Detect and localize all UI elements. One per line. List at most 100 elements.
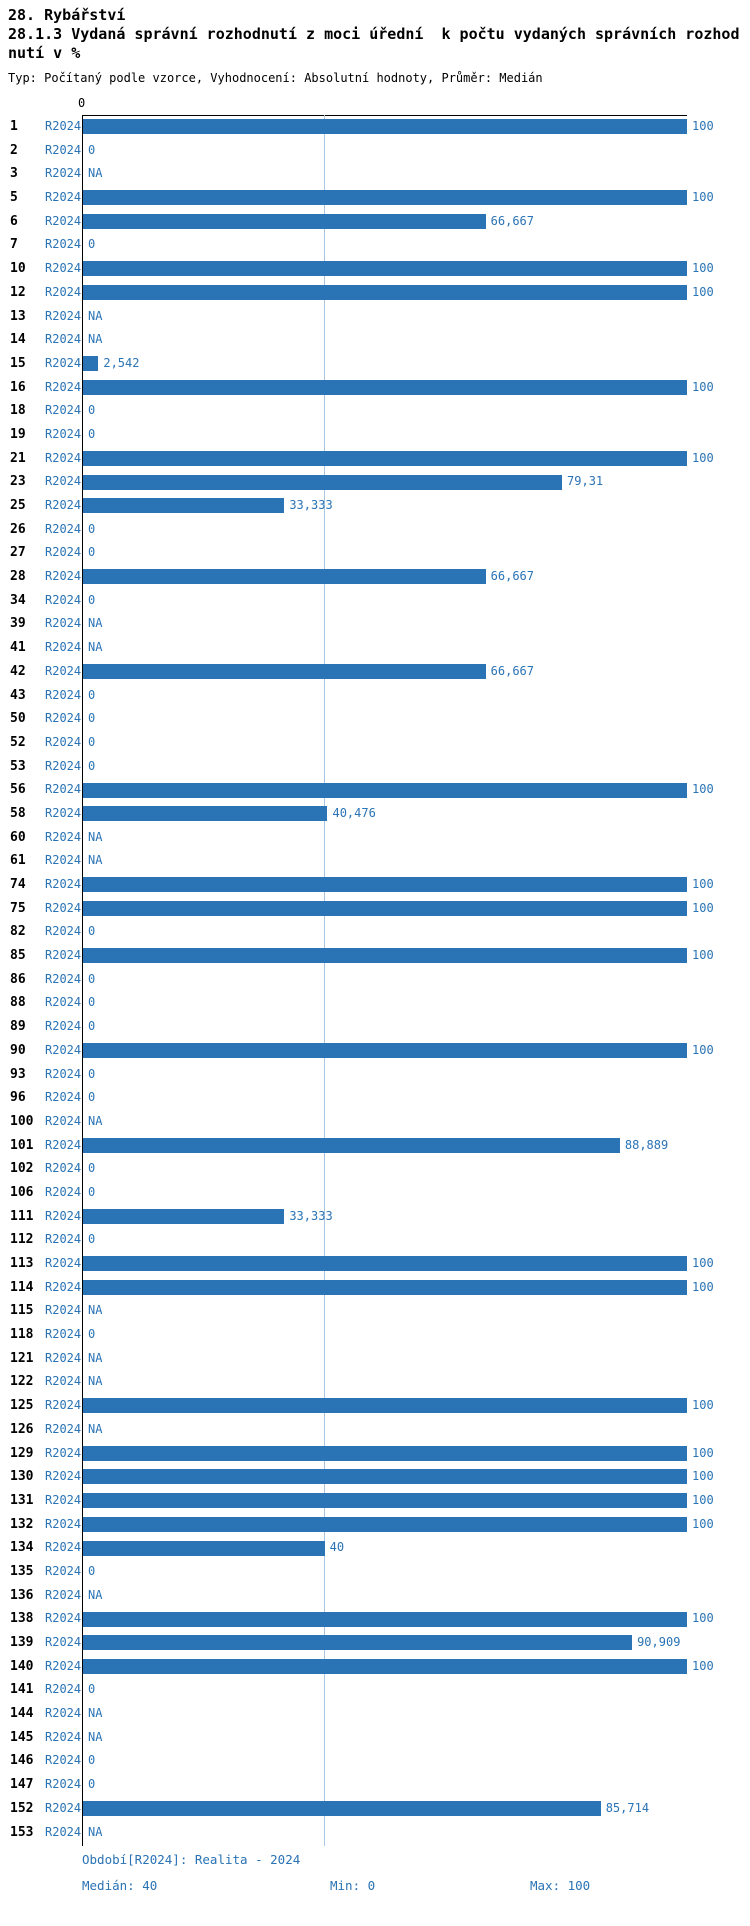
row-id: 96	[10, 1090, 26, 1106]
row-period-label: R2024	[45, 1208, 82, 1223]
row-period-label: R2024	[45, 355, 82, 370]
value-label: 100	[692, 948, 714, 963]
report-footer: Období[R2024]: Realita - 2024 Medián: 40…	[0, 1852, 750, 1912]
row-period-label: R2024	[45, 1516, 82, 1531]
axis-top-line	[82, 115, 687, 116]
row-id: 115	[10, 1303, 34, 1319]
chart-row: 138 R2024 100	[0, 1607, 750, 1631]
row-period-label: R2024	[45, 308, 82, 323]
row-period-label: R2024	[45, 1563, 82, 1578]
axis-zero-tick: 0	[78, 96, 86, 110]
row-period-label: R2024	[45, 1398, 82, 1413]
chart-row: 85 R2024 100	[0, 944, 750, 968]
row-id: 144	[10, 1706, 34, 1722]
value-bar	[83, 664, 486, 680]
row-id: 125	[10, 1398, 34, 1414]
value-label: 0	[88, 995, 96, 1010]
chart-row: 141 R2024 0	[0, 1678, 750, 1702]
chart-row: 93 R2024 0	[0, 1063, 750, 1087]
row-period-label: R2024	[45, 734, 82, 749]
chart-row: 122 R2024 NA	[0, 1370, 750, 1394]
row-id: 152	[10, 1800, 34, 1816]
value-label: 40	[329, 1540, 345, 1555]
row-id: 5	[10, 190, 18, 206]
value-label: 0	[88, 1327, 96, 1342]
row-id: 3	[10, 166, 18, 182]
chart-row: 43 R2024 0	[0, 684, 750, 708]
value-label: NA	[88, 1706, 103, 1721]
row-id: 1	[10, 119, 18, 134]
value-label: NA	[88, 1374, 103, 1389]
value-label: 100	[692, 1279, 714, 1294]
value-bar	[83, 1658, 687, 1674]
chart-row: 14 R2024 NA	[0, 328, 750, 352]
chart-row: 86 R2024 0	[0, 968, 750, 992]
report-meta: Typ: Počítaný podle vzorce, Vyhodnocení:…	[8, 71, 543, 85]
row-period-label: R2024	[45, 616, 82, 631]
row-period-label: R2024	[45, 971, 82, 986]
chart-row: 5 R2024 100	[0, 186, 750, 210]
value-bar	[83, 1256, 687, 1272]
row-id: 34	[10, 592, 26, 608]
value-label: 100	[692, 900, 714, 915]
chart-row: 19 R2024 0	[0, 423, 750, 447]
row-period-label: R2024	[45, 687, 82, 702]
value-bar	[83, 474, 563, 490]
chart-row: 88 R2024 0	[0, 991, 750, 1015]
value-label: 100	[692, 1658, 714, 1673]
row-id: 114	[10, 1279, 34, 1295]
chart-row: 144 R2024 NA	[0, 1702, 750, 1726]
value-bar	[83, 1611, 687, 1627]
row-period-label: R2024	[45, 1635, 82, 1649]
value-bar	[83, 1137, 620, 1153]
row-period-label: R2024	[45, 877, 82, 891]
value-label: 0	[88, 687, 96, 702]
row-id: 14	[10, 332, 26, 348]
chart-row: 26 R2024 0	[0, 518, 750, 542]
chart-row: 125 R2024 100	[0, 1394, 750, 1418]
chart-row: 89 R2024 0	[0, 1015, 750, 1039]
row-period-label: R2024	[45, 1753, 82, 1768]
chart-row: 52 R2024 0	[0, 731, 750, 755]
footer-median: Medián: 40	[82, 1878, 158, 1893]
value-label: 0	[88, 426, 96, 441]
row-id: 90	[10, 1042, 26, 1058]
value-label: 66,667	[490, 663, 535, 678]
value-label: 100	[692, 1398, 714, 1413]
chart-row: 53 R2024 0	[0, 755, 750, 779]
value-label: 0	[88, 1682, 96, 1697]
chart-row: 102 R2024 0	[0, 1157, 750, 1181]
value-label: NA	[88, 640, 103, 655]
value-label: 0	[88, 1184, 96, 1199]
value-label: 66,667	[490, 569, 535, 584]
chart-row: 16 R2024 100	[0, 376, 750, 400]
chart-row: 74 R2024 100	[0, 873, 750, 897]
chart-row: 118 R2024 0	[0, 1323, 750, 1347]
row-id: 89	[10, 1019, 26, 1035]
value-label: 0	[88, 521, 96, 536]
row-id: 139	[10, 1635, 34, 1650]
row-id: 27	[10, 545, 26, 561]
value-label: 85,714	[605, 1800, 650, 1815]
row-id: 141	[10, 1682, 34, 1698]
chart-row: 113 R2024 100	[0, 1252, 750, 1276]
chart-row: 10 R2024 100	[0, 257, 750, 281]
row-id: 111	[10, 1208, 34, 1224]
value-bar	[83, 1043, 687, 1059]
row-period-label: R2024	[45, 569, 82, 584]
value-label: NA	[88, 1729, 103, 1744]
chart-row: 7 R2024 0	[0, 233, 750, 257]
chart-rows: 1 R2024 100 2 R2024 0 3 R2024 NA 5 R2024 100 6 R2024 6…	[0, 115, 750, 1844]
row-id: 145	[10, 1729, 34, 1745]
value-label: 33,333	[289, 1208, 333, 1223]
value-label: NA	[88, 1587, 103, 1602]
row-id: 113	[10, 1256, 34, 1271]
row-id: 130	[10, 1469, 34, 1485]
row-id: 153	[10, 1824, 34, 1840]
value-bar	[83, 498, 285, 514]
value-bar	[83, 356, 99, 372]
row-period-label: R2024	[45, 782, 82, 797]
value-bar	[83, 1801, 601, 1817]
chart-row: 115 R2024 NA	[0, 1299, 750, 1323]
chart-row: 112 R2024 0	[0, 1228, 750, 1252]
